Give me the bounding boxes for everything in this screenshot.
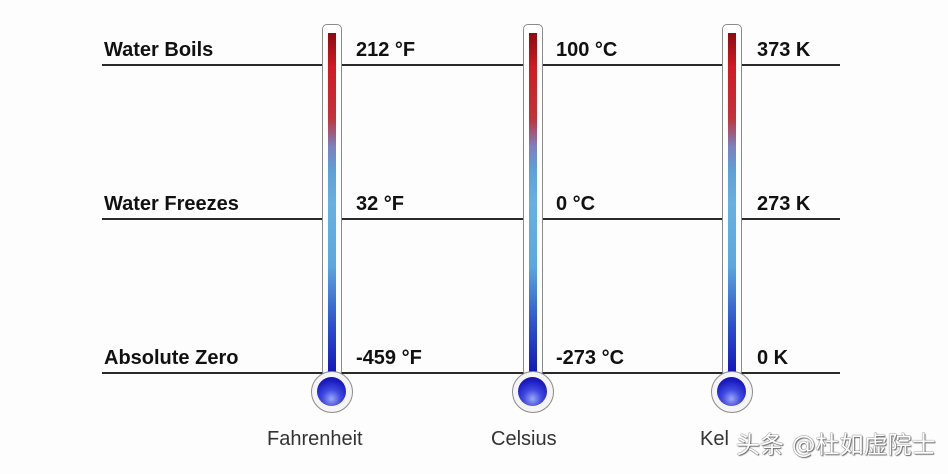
value-c-freezes: 0 °C	[556, 193, 596, 215]
thermometer-fahrenheit-tube	[322, 24, 342, 376]
value-f-boils: 212 °F	[356, 39, 416, 61]
thermometer-kelvin-tube	[722, 24, 742, 376]
thermometer-celsius-tube	[523, 24, 543, 376]
level-line-freezes	[102, 218, 840, 220]
scale-label-kelvin: Kel	[700, 428, 729, 450]
scale-label-celsius: Celsius	[491, 428, 557, 450]
thermometer-kelvin-bulb	[711, 371, 753, 413]
thermometer-fahrenheit-bulb	[311, 371, 353, 413]
watermark: 头条 @杜如虚院士	[736, 431, 936, 459]
value-f-freezes: 32 °F	[356, 193, 405, 215]
value-f-absolute-zero: -459 °F	[356, 347, 422, 369]
value-c-boils: 100 °C	[556, 39, 618, 61]
thermometer-celsius-bulb	[512, 371, 554, 413]
row-label-freezes: Water Freezes	[104, 193, 239, 215]
row-label-boils: Water Boils	[104, 39, 214, 61]
level-line-boils	[102, 64, 840, 66]
value-k-boils: 373 K	[757, 39, 811, 61]
value-c-absolute-zero: -273 °C	[556, 347, 625, 369]
value-k-freezes: 273 K	[757, 193, 811, 215]
value-k-absolute-zero: 0 K	[757, 347, 789, 369]
scale-label-fahrenheit: Fahrenheit	[267, 428, 363, 450]
row-label-absolute-zero: Absolute Zero	[104, 347, 239, 369]
level-line-absolute-zero	[102, 372, 840, 374]
